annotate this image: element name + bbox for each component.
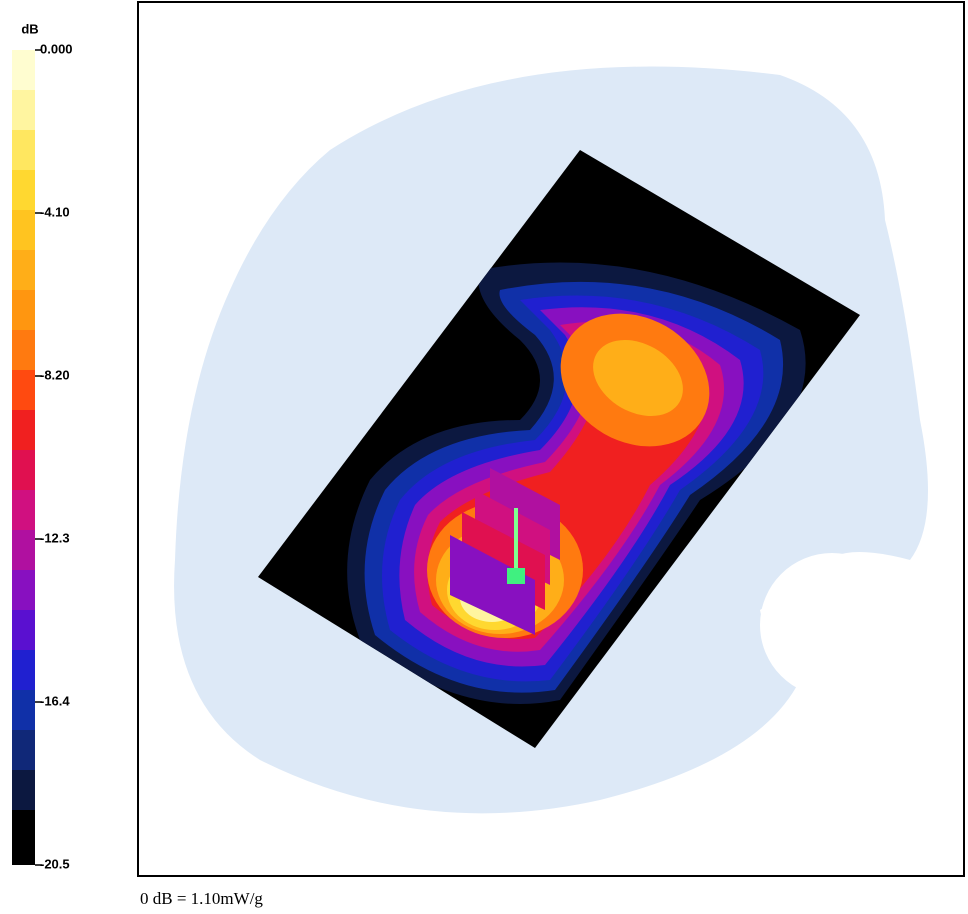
footer-note: 0 dB = 1.10mW/g [140,889,263,908]
frame [137,1,965,877]
colorbar-tick-label: -20.5 [40,856,70,871]
colorbar-tick-label: 0.000 [40,41,73,56]
colorbar-unit: dB [21,21,38,36]
colorbar-tick-label: -8.20 [40,367,70,382]
colorbar-bands [12,50,35,865]
scan-image [174,66,928,814]
colorbar-tick-label: -16.4 [40,693,70,708]
fins [450,468,560,635]
notch [760,553,904,697]
colorbar-tick-label: -4.10 [40,204,70,219]
colorbar-tick-label: -12.3 [40,530,70,545]
